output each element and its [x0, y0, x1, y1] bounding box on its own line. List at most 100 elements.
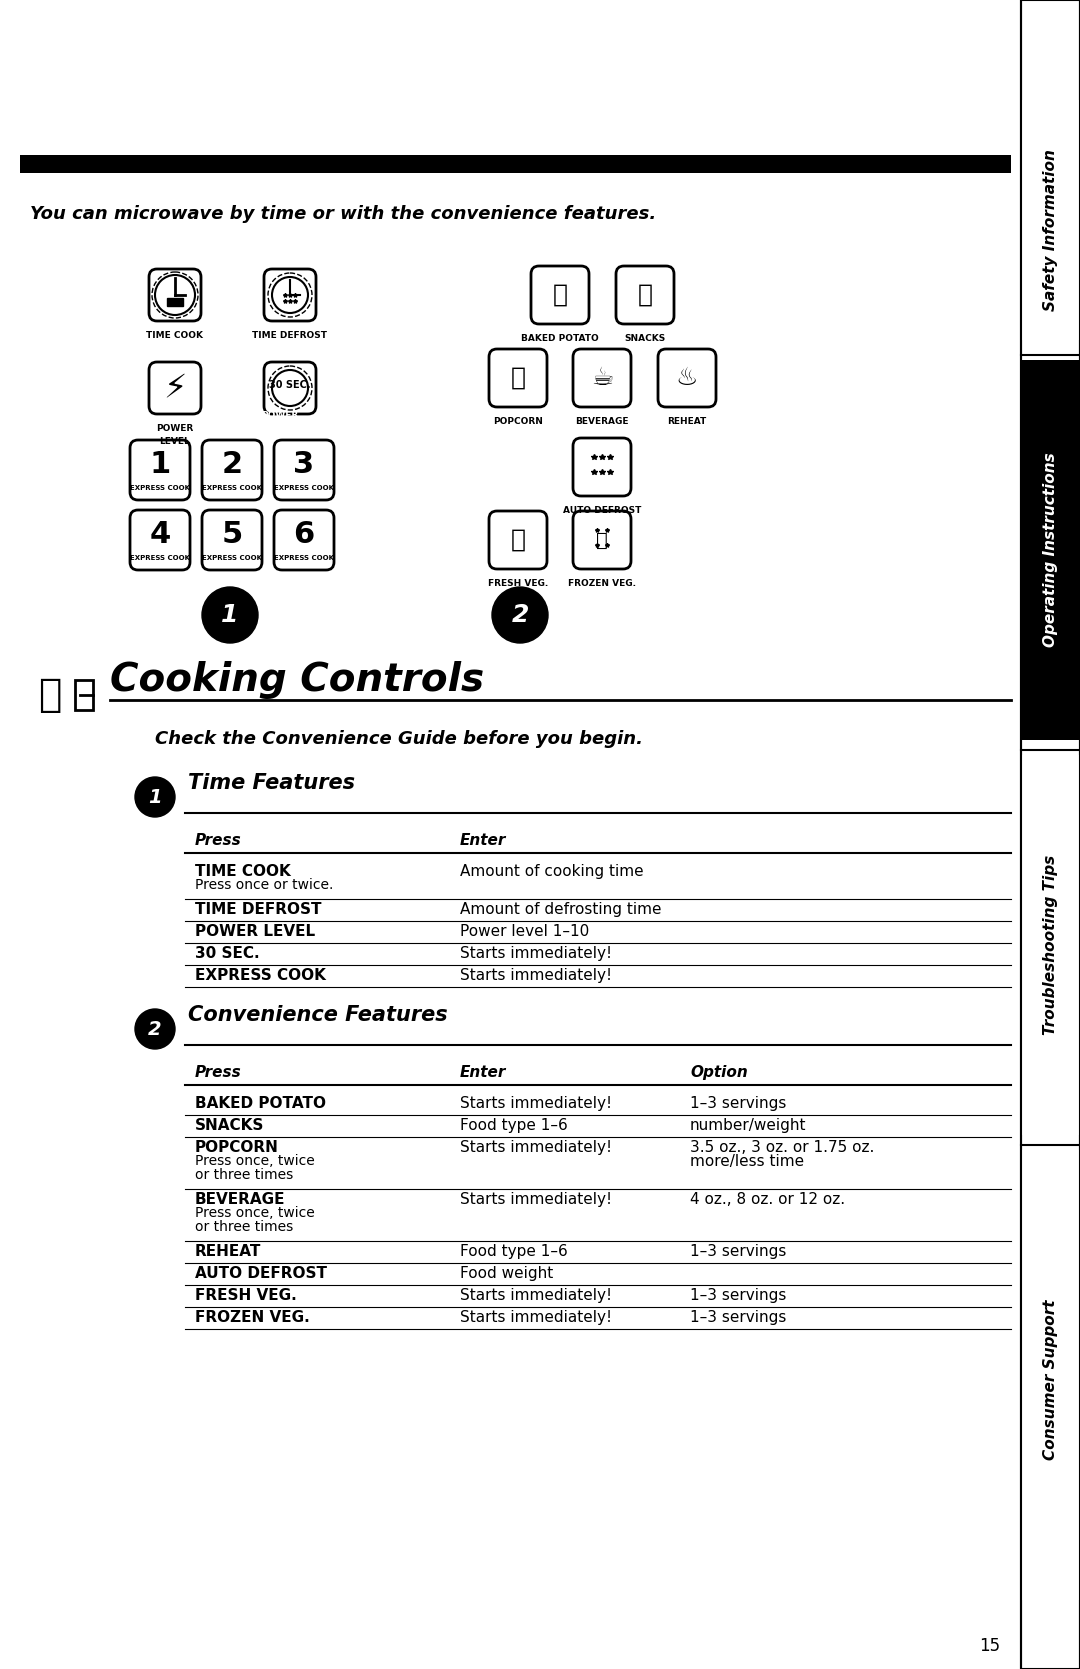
Text: Check the Convenience Guide before you begin.: Check the Convenience Guide before you b…	[156, 729, 643, 748]
Text: 15: 15	[980, 1637, 1000, 1656]
FancyBboxPatch shape	[202, 511, 262, 571]
Text: SNACKS: SNACKS	[195, 1118, 265, 1133]
Text: 1: 1	[221, 603, 239, 628]
Text: Cooking Controls: Cooking Controls	[110, 661, 484, 699]
Bar	[1021, 100, 1080, 340]
Text: 2: 2	[511, 603, 529, 628]
Text: 6: 6	[294, 519, 314, 549]
Bar	[1021, 361, 1080, 739]
Text: EXPRESS COOK: EXPRESS COOK	[130, 556, 190, 561]
Text: 🍕: 🍕	[637, 284, 652, 307]
Text: Amount of cooking time: Amount of cooking time	[460, 865, 644, 880]
Text: 30 SEC.: 30 SEC.	[195, 946, 259, 961]
Text: EXPRESS COOK: EXPRESS COOK	[202, 556, 262, 561]
Text: Amount of defrosting time: Amount of defrosting time	[460, 901, 661, 916]
Text: Time Features: Time Features	[188, 773, 355, 793]
Text: REHEAT: REHEAT	[667, 417, 706, 426]
Text: 🥔: 🥔	[553, 284, 567, 307]
Text: Starts immediately!: Starts immediately!	[460, 1097, 612, 1112]
Text: 4 oz., 8 oz. or 12 oz.: 4 oz., 8 oz. or 12 oz.	[690, 1192, 846, 1207]
Text: 1–3 servings: 1–3 servings	[690, 1097, 786, 1112]
FancyBboxPatch shape	[130, 511, 190, 571]
Circle shape	[492, 587, 548, 643]
Text: 🥦: 🥦	[596, 531, 608, 549]
Text: Power level 1–10: Power level 1–10	[460, 925, 590, 940]
Text: Press: Press	[195, 1065, 242, 1080]
Text: AUTO DEFROST: AUTO DEFROST	[195, 1267, 327, 1282]
Text: TIME COOK: TIME COOK	[147, 330, 203, 340]
Text: Starts immediately!: Starts immediately!	[460, 1310, 612, 1325]
FancyBboxPatch shape	[573, 511, 631, 569]
FancyBboxPatch shape	[573, 437, 631, 496]
Bar	[167, 299, 183, 305]
Text: 🥦: 🥦	[511, 527, 526, 552]
Text: Troubleshooting Tips: Troubleshooting Tips	[1043, 855, 1057, 1035]
Text: 2: 2	[148, 1020, 162, 1038]
FancyBboxPatch shape	[573, 349, 631, 407]
FancyBboxPatch shape	[616, 265, 674, 324]
Text: FRESH VEG.: FRESH VEG.	[488, 579, 549, 587]
Text: Convenience Features: Convenience Features	[188, 1005, 447, 1025]
Bar	[21, 155, 1011, 174]
Text: TIME DEFROST: TIME DEFROST	[253, 330, 327, 340]
Text: more/less time: more/less time	[690, 1153, 805, 1168]
Text: 1–3 servings: 1–3 servings	[690, 1243, 786, 1258]
FancyBboxPatch shape	[531, 265, 589, 324]
Text: POWER
LEVEL: POWER LEVEL	[261, 411, 299, 431]
Text: 4: 4	[149, 519, 171, 549]
Text: 🍿: 🍿	[511, 366, 526, 391]
FancyBboxPatch shape	[149, 362, 201, 414]
Text: Press once or twice.: Press once or twice.	[195, 878, 334, 891]
FancyBboxPatch shape	[202, 441, 262, 501]
Text: AUTO DEFROST: AUTO DEFROST	[563, 506, 642, 516]
Text: EXPRESS COOK: EXPRESS COOK	[130, 486, 190, 491]
FancyBboxPatch shape	[489, 349, 546, 407]
Text: or three times: or three times	[195, 1220, 294, 1233]
Text: Food type 1–6: Food type 1–6	[460, 1118, 568, 1133]
FancyBboxPatch shape	[658, 349, 716, 407]
Text: Enter: Enter	[460, 833, 507, 848]
Text: BEVERAGE: BEVERAGE	[195, 1192, 285, 1207]
Text: 3: 3	[294, 449, 314, 479]
Text: 5: 5	[221, 519, 243, 549]
Bar	[1021, 1150, 1080, 1601]
Text: 3.5 oz., 3 oz. or 1.75 oz.: 3.5 oz., 3 oz. or 1.75 oz.	[690, 1140, 875, 1155]
Text: 30 SEC.: 30 SEC.	[269, 381, 311, 391]
Circle shape	[135, 778, 175, 818]
Text: 👋: 👋	[38, 676, 62, 714]
Text: TIME COOK: TIME COOK	[195, 865, 291, 880]
Text: BEVERAGE: BEVERAGE	[576, 417, 629, 426]
Text: Safety Information: Safety Information	[1043, 149, 1057, 310]
Text: SNACKS: SNACKS	[624, 334, 665, 344]
Text: Starts immediately!: Starts immediately!	[460, 1192, 612, 1207]
FancyBboxPatch shape	[264, 269, 316, 320]
FancyBboxPatch shape	[264, 362, 316, 414]
Text: BAKED POTATO: BAKED POTATO	[195, 1097, 326, 1112]
Text: Press once, twice: Press once, twice	[195, 1153, 314, 1168]
Text: POPCORN: POPCORN	[195, 1140, 279, 1155]
Text: POWER: POWER	[157, 424, 193, 432]
Text: BAKED POTATO: BAKED POTATO	[522, 334, 599, 344]
FancyBboxPatch shape	[130, 441, 190, 501]
Text: or three times: or three times	[195, 1168, 294, 1182]
Text: EXPRESS COOK: EXPRESS COOK	[195, 968, 326, 983]
Text: Starts immediately!: Starts immediately!	[460, 1140, 612, 1155]
Bar	[1021, 754, 1080, 1135]
Text: FROZEN VEG.: FROZEN VEG.	[195, 1310, 310, 1325]
Text: Operating Instructions: Operating Instructions	[1043, 452, 1057, 648]
Text: LEVEL: LEVEL	[160, 437, 190, 446]
Text: Press: Press	[195, 833, 242, 848]
Text: POWER LEVEL: POWER LEVEL	[195, 925, 315, 940]
FancyBboxPatch shape	[149, 269, 201, 320]
FancyBboxPatch shape	[274, 511, 334, 571]
Circle shape	[135, 1010, 175, 1050]
Text: Consumer Support: Consumer Support	[1043, 1300, 1057, 1460]
Bar	[75, 679, 93, 709]
Text: EXPRESS COOK: EXPRESS COOK	[274, 486, 334, 491]
Text: You can microwave by time or with the convenience features.: You can microwave by time or with the co…	[30, 205, 657, 224]
Text: EXPRESS COOK: EXPRESS COOK	[202, 486, 262, 491]
Text: Option: Option	[690, 1065, 747, 1080]
Text: 2: 2	[221, 449, 243, 479]
FancyBboxPatch shape	[274, 441, 334, 501]
Text: Starts immediately!: Starts immediately!	[460, 1288, 612, 1303]
